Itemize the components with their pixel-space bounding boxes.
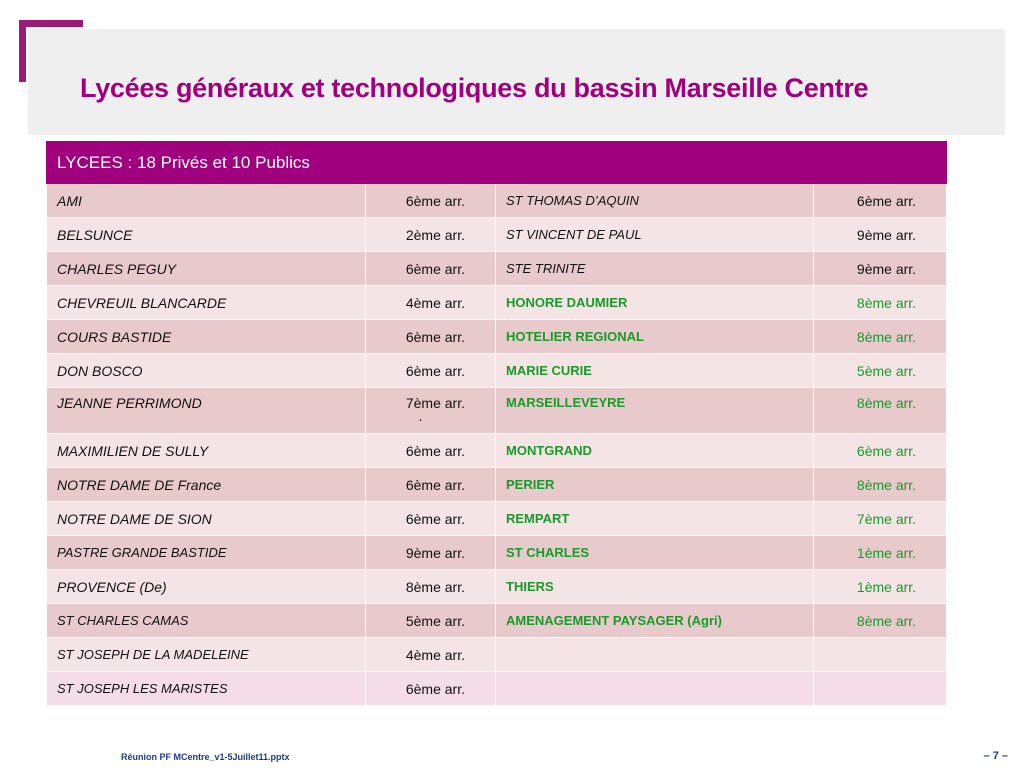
private-arr: 6ème arr. xyxy=(365,671,496,706)
private-arr: 6ème arr. xyxy=(365,501,496,536)
private-name: JEANNE PERRIMOND xyxy=(46,387,366,434)
slide-title: Lycées généraux et technologiques du bas… xyxy=(80,73,869,103)
public-name: MARIE CURIE xyxy=(495,353,814,388)
public-name: HONORE DAUMIER xyxy=(495,285,814,320)
corner-accent-horizontal xyxy=(19,20,83,27)
public-arr: 1ème arr. xyxy=(812,535,948,570)
table-row: JEANNE PERRIMOND 7ème arr. . MARSEILLEVE… xyxy=(46,387,948,434)
private-arr: 4ème arr. xyxy=(365,637,496,672)
private-name: CHARLES PEGUY xyxy=(46,251,366,286)
private-arr: 2ème arr. xyxy=(365,217,496,252)
corner-accent-vertical xyxy=(19,20,26,82)
table-row: PROVENCE (De) 8ème arr. THIERS 1ème arr. xyxy=(46,569,948,604)
table-row: NOTRE DAME DE SION 6ème arr. REMPART 7èm… xyxy=(46,501,948,536)
public-arr-empty xyxy=(812,637,948,672)
public-arr: 8ème arr. xyxy=(812,319,948,354)
private-arr: 6ème arr. xyxy=(365,433,496,468)
public-name: HOTELIER REGIONAL xyxy=(495,319,814,354)
school-arr: 6ème arr. xyxy=(812,183,948,218)
private-name: ST JOSEPH LES MARISTES xyxy=(46,671,366,706)
private-arr: 6ème arr. xyxy=(365,319,496,354)
private-arr: 6ème arr. xyxy=(365,251,496,286)
public-name: ST CHARLES xyxy=(495,535,814,570)
table-header: LYCEES : 18 Privés et 10 Publics xyxy=(45,141,948,184)
private-arr: 6ème arr. xyxy=(365,183,496,218)
public-arr: 8ème arr. xyxy=(812,387,948,434)
public-arr: 8ème arr. xyxy=(812,467,948,502)
private-name: PASTRE GRANDE BASTIDE xyxy=(46,535,366,570)
private-name: MAXIMILIEN DE SULLY xyxy=(46,433,366,468)
public-arr: 8ème arr. xyxy=(812,285,948,320)
school-name: ST THOMAS D’AQUIN xyxy=(495,183,814,218)
private-arr: 6ème arr. xyxy=(365,353,496,388)
table-header-row: LYCEES : 18 Privés et 10 Publics xyxy=(45,141,948,184)
public-arr: 6ème arr. xyxy=(812,433,948,468)
private-name: ST JOSEPH DE LA MADELEINE xyxy=(46,637,366,672)
stray-dot: . xyxy=(418,408,423,424)
title-band xyxy=(28,29,1005,135)
private-arr: 6ème arr. xyxy=(365,467,496,502)
table-row: NOTRE DAME DE France 6ème arr. PERIER 8è… xyxy=(46,467,948,502)
table-row: MAXIMILIEN DE SULLY 6ème arr. MONTGRAND … xyxy=(46,433,948,468)
private-name: ST CHARLES CAMAS xyxy=(46,603,366,638)
private-name: PROVENCE (De) xyxy=(46,569,366,604)
lycees-table: LYCEES : 18 Privés et 10 Publics AMI 6èm… xyxy=(45,141,948,706)
private-arr: 9ème arr. xyxy=(365,535,496,570)
table-row: COURS BASTIDE 6ème arr. HOTELIER REGIONA… xyxy=(46,319,948,354)
table-row: AMI 6ème arr. ST THOMAS D’AQUIN 6ème arr… xyxy=(46,183,948,218)
public-name-empty xyxy=(495,637,814,672)
private-arr: 5ème arr. xyxy=(365,603,496,638)
public-arr: 8ème arr. xyxy=(812,603,948,638)
table-row: CHEVREUIL BLANCARDE 4ème arr. HONORE DAU… xyxy=(46,285,948,320)
private-name: BELSUNCE xyxy=(46,217,366,252)
private-arr: 4ème arr. xyxy=(365,285,496,320)
public-arr: 7ème arr. xyxy=(812,501,948,536)
private-name: CHEVREUIL BLANCARDE xyxy=(46,285,366,320)
public-name: PERIER xyxy=(495,467,814,502)
school-name: ST VINCENT DE PAUL xyxy=(495,217,814,252)
private-arr: 8ème arr. xyxy=(365,569,496,604)
footer-filename: Réunion PF MCentre_v1-5Juillet11.pptx xyxy=(121,752,290,762)
private-name: NOTRE DAME DE France xyxy=(46,467,366,502)
public-name-empty xyxy=(495,671,814,706)
table-row: PASTRE GRANDE BASTIDE 9ème arr. ST CHARL… xyxy=(46,535,948,570)
public-arr: 5ème arr. xyxy=(812,353,948,388)
public-name: MARSEILLEVEYRE xyxy=(495,387,814,434)
table-row: BELSUNCE 2ème arr. ST VINCENT DE PAUL 9è… xyxy=(46,217,948,252)
public-name: THIERS xyxy=(495,569,814,604)
private-arr-cell: 7ème arr. . xyxy=(365,387,496,434)
public-name: REMPART xyxy=(495,501,814,536)
school-arr: 9ème arr. xyxy=(812,217,948,252)
page-number: – 7 – xyxy=(983,750,1008,762)
school-arr: 9ème arr. xyxy=(812,251,948,286)
private-name: DON BOSCO xyxy=(46,353,366,388)
public-arr: 1ème arr. xyxy=(812,569,948,604)
school-name: STE TRINITE xyxy=(495,251,814,286)
table-row: ST JOSEPH LES MARISTES 6ème arr. xyxy=(46,671,948,706)
table-row: ST JOSEPH DE LA MADELEINE 4ème arr. xyxy=(46,637,948,672)
table-row: ST CHARLES CAMAS 5ème arr. AMENAGEMENT P… xyxy=(46,603,948,638)
private-name: AMI xyxy=(46,183,366,218)
table-row: CHARLES PEGUY 6ème arr. STE TRINITE 9ème… xyxy=(46,251,948,286)
private-arr: 7ème arr. xyxy=(405,395,465,411)
private-name: NOTRE DAME DE SION xyxy=(46,501,366,536)
public-arr-empty xyxy=(812,671,948,706)
public-name: AMENAGEMENT PAYSAGER (Agri) xyxy=(495,603,814,638)
table-row: DON BOSCO 6ème arr. MARIE CURIE 5ème arr… xyxy=(46,353,948,388)
public-name: MONTGRAND xyxy=(495,433,814,468)
private-name: COURS BASTIDE xyxy=(46,319,366,354)
